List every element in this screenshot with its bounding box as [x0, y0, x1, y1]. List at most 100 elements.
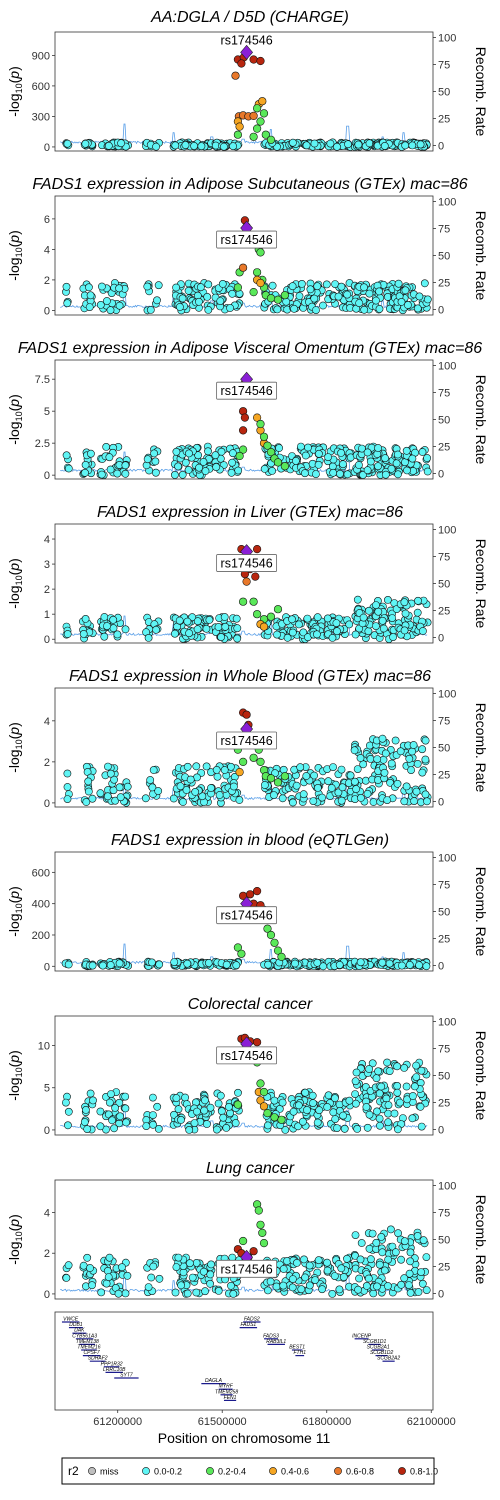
panel-7: Colorectal cancer05100255075100-log10(p)… [6, 996, 489, 1137]
y-tick-label: 0 [44, 798, 50, 810]
panel-title: FADS1 expression in Adipose Visceral Ome… [18, 340, 482, 357]
snp-point [224, 1103, 233, 1111]
snp-point [323, 1266, 332, 1275]
snp-point [312, 630, 321, 639]
snp-point [178, 470, 187, 479]
snp-point [422, 1253, 431, 1261]
snp-point [371, 622, 380, 630]
snp-point [226, 1109, 234, 1118]
snp-point [400, 797, 409, 806]
panel-3: FADS1 expression in Adipose Visceral Ome… [6, 340, 489, 482]
snp-point [403, 1095, 411, 1104]
snp-point [142, 1122, 151, 1130]
snp-point [273, 778, 283, 787]
snp-point [350, 777, 359, 786]
snp-point [196, 283, 205, 292]
y2-tick-label: 75 [438, 59, 450, 71]
snp-point [410, 1082, 419, 1091]
snp-point [214, 1287, 223, 1295]
gene-label: CPSF7 [84, 1350, 100, 1356]
snp-point [280, 772, 290, 781]
y-tick-label: 600 [32, 867, 50, 879]
snp-point [89, 1096, 97, 1105]
snp-point [115, 783, 124, 792]
snp-point [183, 1289, 192, 1298]
snp-point [383, 1058, 391, 1067]
lead-snp-label-box [216, 1259, 278, 1278]
snp-point [113, 469, 122, 478]
snp-point [422, 1286, 431, 1294]
snp-point [375, 1121, 384, 1130]
y2-tick-label: 0 [438, 797, 444, 809]
snp-point [228, 449, 237, 458]
snp-point [365, 1065, 373, 1073]
legend-swatch [269, 1467, 277, 1475]
snp-point [387, 759, 396, 768]
snp-point [104, 141, 113, 150]
snp-point [123, 782, 132, 791]
snp-point [256, 56, 265, 66]
y2-tick-label: 25 [438, 278, 450, 290]
snp-point [327, 784, 336, 792]
snp-point [423, 295, 432, 304]
snp-point [363, 466, 372, 475]
snp-point [360, 283, 368, 292]
snp-point [417, 1268, 425, 1276]
snp-point [249, 753, 258, 762]
snp-point [294, 1101, 303, 1110]
snp-point [64, 464, 73, 473]
y-tick-label: 600 [32, 81, 50, 93]
snp-point [202, 624, 211, 633]
snp-point [263, 441, 272, 450]
y2-tick-label: 50 [438, 579, 450, 591]
snp-point [191, 788, 200, 796]
snp-point [115, 1098, 124, 1107]
y-axis-label: -log10(p) [6, 1214, 24, 1265]
snp-point [313, 282, 322, 291]
y2-tick-label: 100 [438, 852, 456, 864]
snp-point [206, 1103, 215, 1112]
snp-point [217, 633, 225, 641]
y-axis-label: -log10(p) [6, 886, 24, 937]
snp-point [169, 794, 178, 803]
y-tick-label: 400 [32, 899, 50, 911]
snp-point [64, 1261, 73, 1270]
snp-point [249, 1247, 258, 1256]
snp-point [116, 793, 125, 802]
snp-point [172, 283, 180, 292]
snp-point [273, 630, 281, 639]
y2-tick-label: 50 [438, 907, 450, 919]
snp-point [266, 1277, 275, 1286]
y-tick-label: 5 [44, 1083, 50, 1095]
snp-point [339, 460, 347, 469]
panel-1: AA:DGLA / D5D (CHARGE) 0 300 600 900 0 25 50 75 1… [6, 9, 489, 154]
y2-axis-label: Recomb. Rate [473, 1031, 489, 1121]
snp-point [268, 281, 277, 290]
snp-point [329, 468, 338, 477]
snp-point [99, 961, 107, 970]
snp-point [108, 1116, 116, 1125]
snp-point [266, 448, 276, 457]
snp-point [383, 1282, 392, 1290]
snp-point [296, 442, 305, 451]
snp-point [246, 890, 255, 899]
snp-point [380, 1266, 389, 1275]
snp-point [175, 303, 184, 311]
snp-point [171, 141, 180, 150]
snp-point [202, 762, 211, 771]
snp-point [268, 466, 276, 475]
y2-axis-label: Recomb. Rate [473, 47, 489, 137]
snp-point [413, 760, 422, 768]
panel-title: Lung cancer [206, 1160, 295, 1177]
snp-point [414, 1288, 423, 1296]
y-tick-label: 7.5 [35, 374, 50, 386]
snp-point [331, 1115, 340, 1123]
snp-point [301, 1088, 310, 1097]
x-tick-label: 61800000 [302, 1416, 351, 1428]
snp-point [88, 961, 97, 970]
snp-point [280, 291, 290, 300]
lead-snp-label-box [216, 731, 278, 750]
snp-point [310, 139, 319, 148]
snp-point [104, 1273, 113, 1281]
gene-label: VWCE [63, 1317, 79, 1323]
